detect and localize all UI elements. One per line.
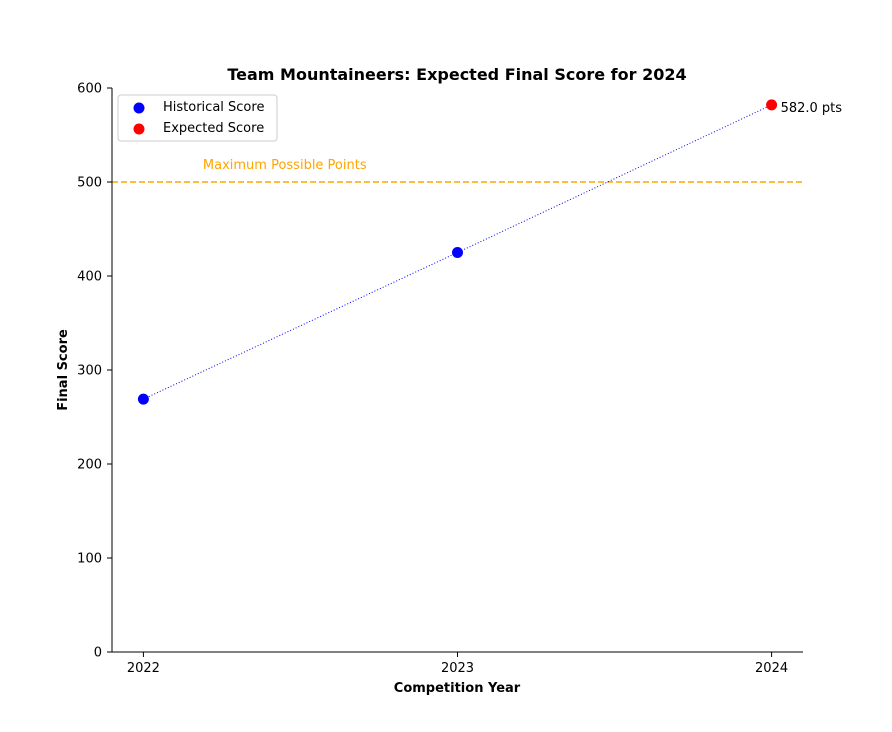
reference-layer: Maximum Possible Points [112, 158, 803, 183]
historical-score-point [137, 393, 149, 405]
x-tick-label: 2022 [127, 661, 160, 676]
expected-score-point [766, 99, 778, 111]
x-tick-label: 2023 [441, 661, 474, 676]
legend-box [117, 94, 278, 142]
legend-marker-historical [133, 102, 145, 114]
legend: Historical Score Expected Score [117, 94, 278, 142]
y-tick-label: 0 [94, 646, 102, 661]
x-tick-label: 2024 [755, 661, 788, 676]
y-tick-label: 600 [77, 82, 102, 97]
historical-score-point [452, 247, 463, 258]
legend-label-historical: Historical Score [163, 100, 264, 115]
y-tick-label: 200 [77, 458, 102, 473]
legend-label-expected: Expected Score [163, 121, 264, 136]
ticks-layer: 0 100 200 300 400 500 600 2022 2023 2024 [77, 82, 788, 677]
reference-line-label: Maximum Possible Points [203, 158, 367, 173]
y-tick-label: 500 [77, 176, 102, 191]
y-axis-label: Final Score [56, 329, 71, 411]
expected-score-annotation: 582.0 pts [781, 101, 843, 116]
y-tick-label: 100 [77, 552, 102, 567]
y-tick-label: 300 [77, 364, 102, 379]
y-tick-label: 400 [77, 270, 102, 285]
x-axis-label: Competition Year [394, 681, 521, 696]
legend-marker-expected [133, 123, 145, 135]
points-layer [137, 99, 778, 405]
chart-title: Team Mountaineers: Expected Final Score … [227, 65, 686, 84]
